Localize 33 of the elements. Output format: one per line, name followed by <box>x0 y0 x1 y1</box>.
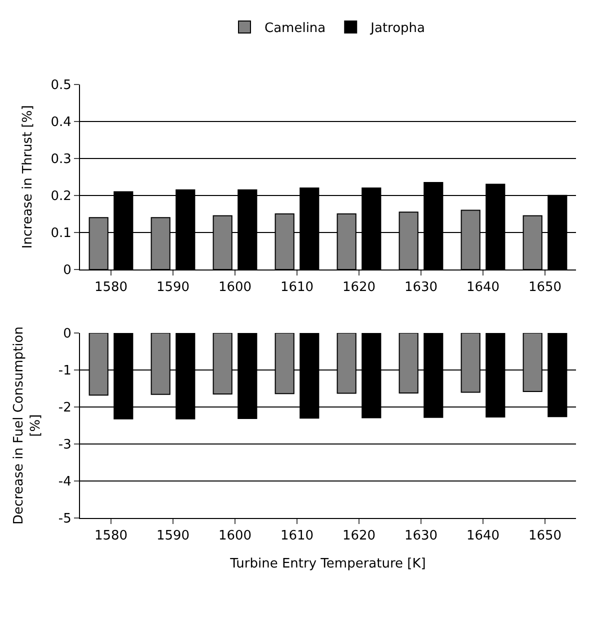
x-tick-label: 1600 <box>218 528 252 544</box>
x-tick-label: 1610 <box>280 528 314 544</box>
x-tick-label: 1630 <box>404 528 438 544</box>
legend-label: Camelina <box>264 21 326 36</box>
x-tick-label: 1580 <box>94 280 128 296</box>
y-tick-label: 0.5 <box>50 78 72 93</box>
y-tick-label: -4 <box>58 474 72 490</box>
y-tick-label: -3 <box>58 438 72 453</box>
x-tick-label: 1590 <box>156 280 190 296</box>
y-tick-label: 0 <box>63 263 72 278</box>
x-tick-label: 1610 <box>280 280 314 296</box>
x-tick-label: 1650 <box>528 280 562 296</box>
y-tick-label: 0.4 <box>50 114 72 130</box>
x-tick-label: 1580 <box>94 528 128 544</box>
y-tick-label: -5 <box>58 512 72 527</box>
y-axis-title: Decrease in Fuel Consumption [%] <box>11 326 44 524</box>
y-tick-label: -2 <box>58 400 72 416</box>
legend-label: Jatropha <box>370 21 426 36</box>
x-axis-title: Turbine Entry Temperature [K] <box>229 556 426 572</box>
y-tick-label: 0.3 <box>50 152 72 167</box>
x-tick-label: 1600 <box>218 280 252 296</box>
x-tick-label: 1640 <box>466 280 500 296</box>
y-tick-label: -1 <box>58 364 72 379</box>
y-tick-label: 0 <box>63 326 72 342</box>
x-tick-label: 1620 <box>342 280 376 296</box>
x-tick-label: 1640 <box>466 528 500 544</box>
x-tick-label: 1650 <box>528 528 562 544</box>
y-tick-label: 0.1 <box>50 226 72 241</box>
x-tick-label: 1590 <box>156 528 190 544</box>
x-tick-label: 1630 <box>404 280 438 296</box>
y-axis-title: Increase in Thrust [%] <box>20 105 36 249</box>
x-tick-label: 1620 <box>342 528 376 544</box>
y-tick-label: 0.2 <box>50 188 72 204</box>
